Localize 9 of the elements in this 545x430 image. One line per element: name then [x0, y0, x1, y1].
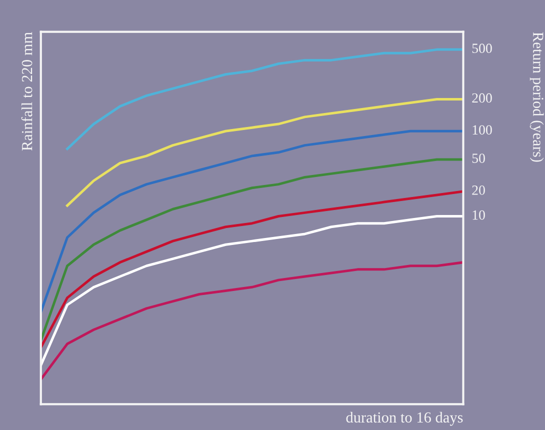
- series-label: 100: [472, 125, 492, 135]
- series-label: 50: [472, 154, 485, 163]
- series-label: 10: [472, 210, 485, 220]
- y-axis-title: Rainfall to 220 mm: [21, 32, 32, 151]
- series-label: 200: [472, 93, 492, 103]
- series-label: 20: [472, 186, 485, 195]
- x-axis-title: duration to 16 days: [346, 412, 463, 426]
- y2-axis-title: Return period (years): [530, 32, 544, 162]
- series-label: 500: [472, 44, 492, 54]
